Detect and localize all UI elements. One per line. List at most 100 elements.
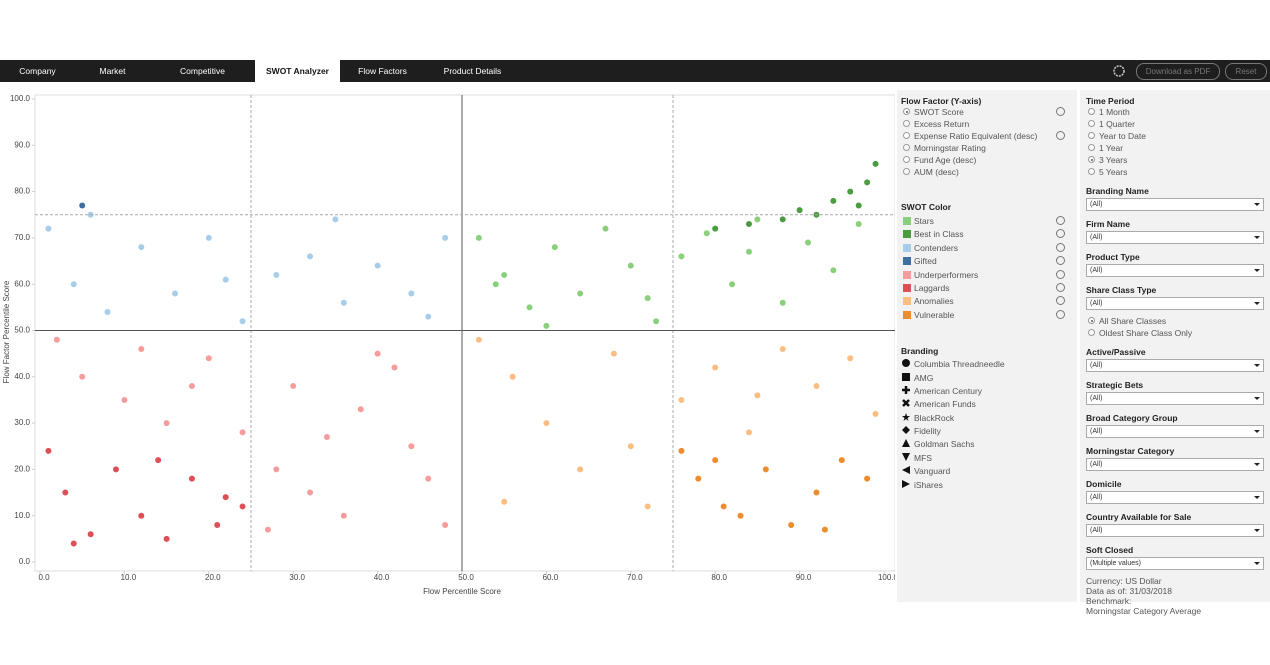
data-point [720,503,727,510]
legend-item-text: Best in Class [914,229,964,240]
data-point [779,346,786,353]
radio-button[interactable] [903,144,910,151]
x-tick-label: 70.0 [627,573,643,582]
radio-button[interactable] [1088,156,1095,163]
share-class-option[interactable]: Oldest Share Class Only [1086,327,1264,339]
radio-button[interactable] [1088,132,1095,139]
info-icon[interactable] [1056,309,1065,319]
time-period-option[interactable]: 1 Quarter [1086,118,1264,130]
data-point [872,160,879,167]
radio-button[interactable] [903,120,910,127]
data-point [745,221,752,228]
info-icon[interactable] [1056,256,1065,266]
filter-dropdown[interactable]: (All) [1086,524,1264,537]
reset-button[interactable]: Reset [1225,63,1267,80]
legend-item[interactable]: Best in Class [901,228,1073,241]
nav-tab[interactable]: Competitive [180,66,225,76]
nav-tab[interactable]: Market [99,66,126,76]
time-period-option[interactable]: 3 Years [1086,154,1264,166]
filter-dropdown[interactable]: (All) [1086,264,1264,277]
filter-dropdown[interactable]: (All) [1086,392,1264,405]
share-class-option-text: All Share Classes [1099,316,1167,326]
flow-factor-option-text: SWOT Score [914,107,964,117]
data-point [163,420,170,427]
brand-symbol [902,452,910,461]
flow-factor-option[interactable]: Fund Age (desc) [901,154,1073,166]
filter-dropdown[interactable]: (All) [1086,198,1264,211]
radio-button[interactable] [903,156,910,163]
filter-dropdown[interactable]: (Multiple values) [1086,557,1264,570]
radio-button[interactable] [903,132,910,139]
data-point [509,373,516,380]
branding-item[interactable]: AMG [901,372,1073,385]
legend-swatch [903,243,911,252]
y-tick-label: 60.0 [14,279,30,288]
info-icon[interactable] [1056,107,1065,116]
flow-factor-option[interactable]: Excess Return [901,118,1073,130]
nav-tab[interactable]: Flow Factors [358,66,407,76]
data-point [357,406,364,413]
info-icon[interactable] [1056,229,1065,239]
flow-factor-option[interactable]: Morningstar Rating [901,142,1073,154]
branding-item-text: MFS [914,452,932,463]
branding-item[interactable]: iShares [901,479,1073,492]
info-icon[interactable] [1056,269,1065,279]
legend-item[interactable]: Underperformers [901,269,1073,282]
nav-tab[interactable]: Product Details [443,66,502,76]
data-point [712,457,719,464]
branding-item[interactable]: American Funds [901,398,1073,411]
data-point [340,299,347,306]
legend-item[interactable]: Anomalies [901,295,1073,308]
info-icon[interactable] [1056,216,1065,225]
radio-button[interactable] [1088,144,1095,151]
radio-button[interactable] [903,168,910,175]
legend-item[interactable]: Stars [901,215,1073,228]
time-period-option[interactable]: 5 Years [1086,166,1264,178]
flow-factor-option[interactable]: Expense Ratio Equivalent (desc) [901,130,1073,142]
radio-button[interactable] [1088,317,1095,324]
legend-item[interactable]: Vulnerable [901,309,1073,322]
branding-item[interactable]: Fidelity [901,425,1073,438]
branding-item[interactable]: American Century [901,385,1073,398]
time-period-option[interactable]: 1 Month [1086,106,1264,118]
flow-factor-option[interactable]: SWOT Score [901,106,1073,118]
branding-item[interactable]: Vanguard [901,465,1073,478]
nav-tab[interactable]: SWOT Analyzer [255,60,340,82]
footer-line: Data as of: 31/03/2018 [1086,586,1173,596]
info-icon[interactable] [1056,131,1065,140]
filter-dropdown[interactable]: (All) [1086,491,1264,504]
brand-icon [902,412,910,421]
branding-item[interactable]: MFS [901,452,1073,465]
nav-tab[interactable]: Company [19,66,56,76]
radio-button[interactable] [1088,168,1095,175]
legend-item[interactable]: Laggards [901,282,1073,295]
x-axis-label: Flow Percentile Score [423,587,501,596]
filter-dropdown[interactable]: (All) [1086,458,1264,471]
time-period-option[interactable]: Year to Date [1086,130,1264,142]
legend-item[interactable]: Contenders [901,242,1073,255]
time-period-option[interactable]: 1 Year [1086,142,1264,154]
settings-icon[interactable] [1112,64,1126,78]
data-point [855,221,862,228]
info-icon[interactable] [1056,296,1065,306]
radio-button[interactable] [1088,120,1095,127]
y-tick-label: 50.0 [14,326,30,335]
filter-dropdown[interactable]: (All) [1086,359,1264,372]
radio-button[interactable] [1088,108,1095,115]
filter-dropdown[interactable]: (All) [1086,297,1264,310]
radio-button[interactable] [1088,329,1095,336]
download-pdf-button[interactable]: Download as PDF [1136,63,1220,80]
share-class-option[interactable]: All Share Classes [1086,315,1264,327]
info-icon[interactable] [1056,282,1065,292]
info-icon[interactable] [1056,242,1065,252]
radio-button[interactable] [903,108,910,115]
branding-item[interactable]: BlackRock [901,412,1073,425]
filter-dropdown[interactable]: (All) [1086,231,1264,244]
data-point [762,466,769,473]
branding-item[interactable]: Goldman Sachs [901,438,1073,451]
legend-item[interactable]: Gifted [901,255,1073,268]
x-tick-label: 100.0 [878,573,895,582]
filter-dropdown[interactable]: (All) [1086,425,1264,438]
branding-item[interactable]: Columbia Threadneedle [901,358,1073,371]
flow-factor-option[interactable]: AUM (desc) [901,166,1073,178]
